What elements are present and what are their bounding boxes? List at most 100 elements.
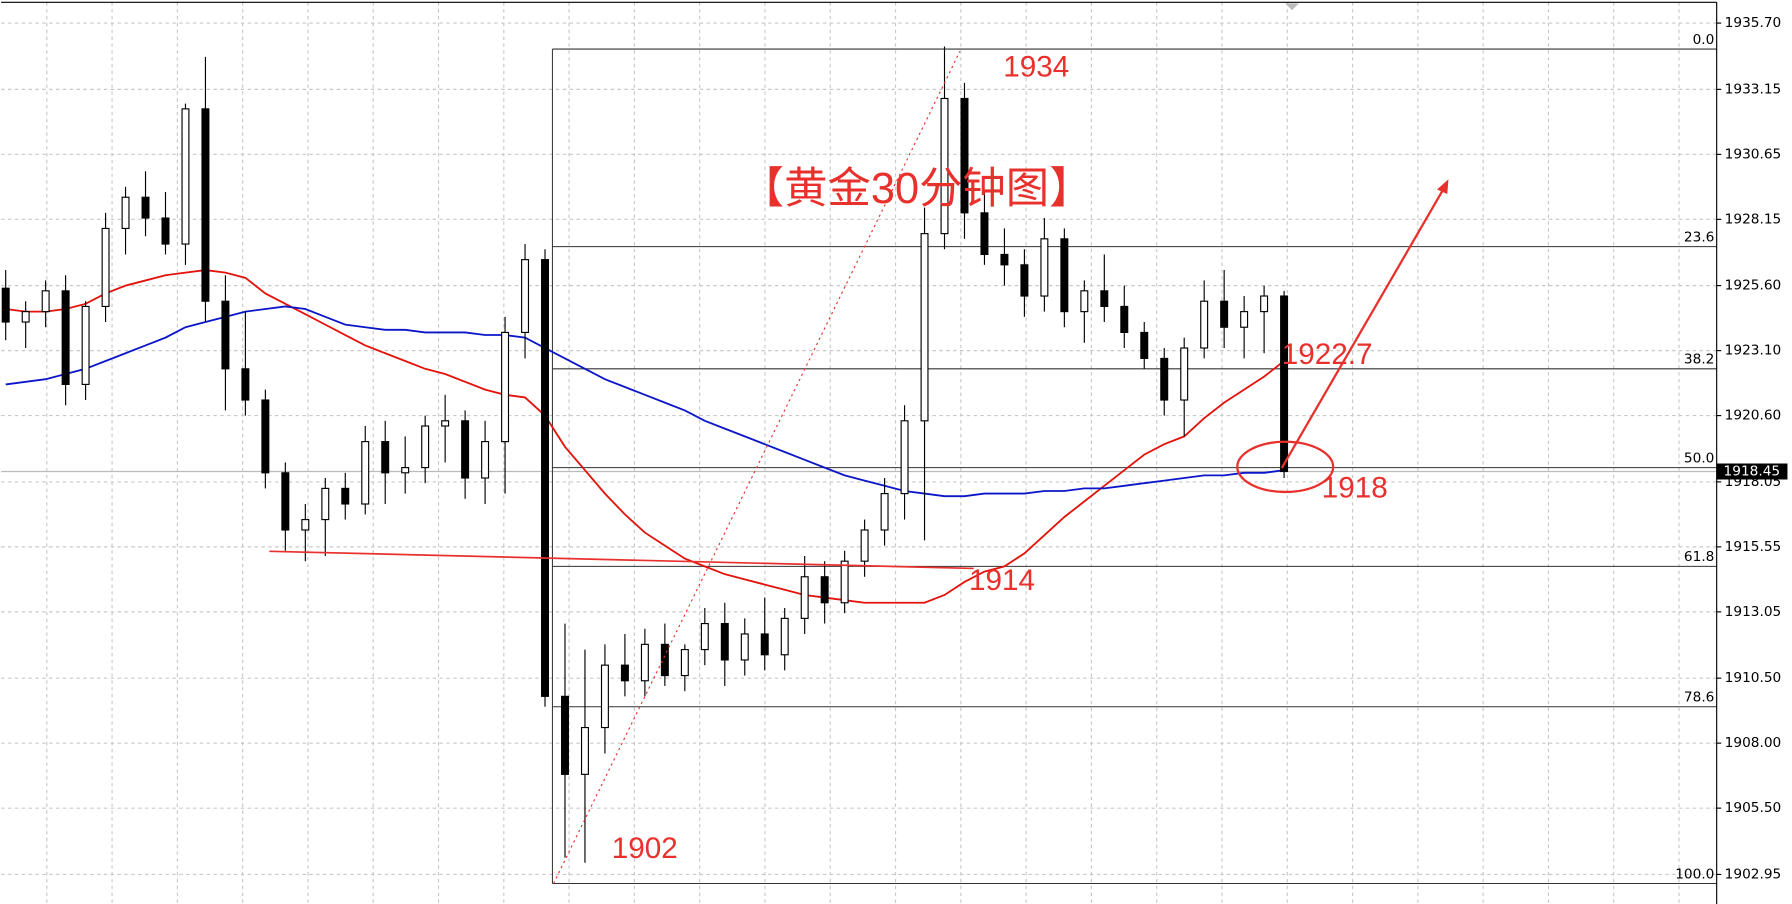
candle-body — [181, 108, 190, 245]
shift-marker — [1285, 3, 1299, 11]
candle-body — [920, 233, 929, 422]
candle-body — [61, 290, 70, 385]
candle-body — [1240, 311, 1249, 328]
candle-body — [760, 633, 769, 656]
candle-body — [1140, 331, 1149, 359]
candle-body — [421, 425, 430, 469]
candle-body — [720, 622, 729, 661]
candle-body — [1120, 305, 1129, 333]
candle-body — [820, 576, 829, 604]
y-tick-label: 1930.65 — [1725, 146, 1782, 162]
annotation: 1922.7 — [1282, 338, 1373, 371]
candle-body — [141, 196, 150, 219]
chart-title: 【黄金30分钟图】 — [741, 165, 1093, 213]
annotation: 1902 — [612, 832, 678, 865]
moving-average — [5, 269, 1285, 604]
moving-averages — [5, 269, 1285, 604]
candle-body — [740, 633, 749, 661]
fib-label: 23.6 — [1684, 230, 1714, 246]
candle-body — [940, 97, 949, 235]
candle-body — [560, 695, 569, 775]
candle-body — [600, 664, 609, 729]
candle-body — [1220, 300, 1229, 328]
candle-body — [1280, 295, 1289, 473]
circle-marker — [1236, 440, 1335, 494]
y-tick-label: 1935.70 — [1725, 15, 1782, 31]
annotation-shapes — [269, 3, 1449, 884]
candle-body — [960, 97, 969, 214]
candle-body — [580, 726, 589, 775]
annotation: 1914 — [969, 564, 1035, 597]
candle-body — [281, 472, 290, 531]
arrow-head — [1437, 179, 1449, 195]
candle-body — [461, 420, 470, 479]
candle-body — [541, 259, 550, 697]
annotation: 1918 — [1322, 472, 1388, 505]
candle-body — [41, 290, 50, 313]
y-tick-label: 1915.55 — [1725, 539, 1782, 555]
current-price-label: 1918.45 — [1724, 463, 1781, 479]
y-tick-label: 1925.60 — [1725, 278, 1782, 294]
current-price-box — [1716, 463, 1788, 480]
candle-body — [1040, 238, 1049, 297]
candle-body — [81, 305, 90, 385]
candle-body — [201, 108, 210, 302]
candle-body — [900, 420, 909, 495]
candle-body — [1060, 238, 1069, 313]
y-tick-label: 1902.95 — [1725, 866, 1782, 882]
y-tick-label: 1933.15 — [1725, 81, 1782, 97]
candle-body — [1, 287, 10, 323]
candle-body — [1100, 290, 1109, 307]
candle-body — [680, 648, 689, 677]
fib-label: 0.0 — [1693, 32, 1715, 48]
y-tick-label: 1923.10 — [1725, 343, 1782, 359]
candle-body — [361, 441, 370, 505]
candle-body — [980, 212, 989, 256]
candle-body — [1200, 300, 1209, 349]
candle-body — [501, 331, 510, 443]
candle-body — [700, 622, 709, 651]
fib-label: 100.0 — [1675, 866, 1714, 882]
candle-body — [121, 196, 130, 230]
candle-body — [241, 368, 250, 401]
candle-body — [441, 420, 450, 427]
candle-body — [1260, 295, 1269, 313]
annotation: 1934 — [1003, 50, 1069, 83]
candle-body — [321, 487, 330, 521]
y-tick-label: 1913.05 — [1725, 604, 1782, 620]
candle-body — [800, 576, 809, 619]
candle-body — [1160, 357, 1169, 401]
fibonacci: 0.0 23.6 38.2 50.0 61.8 78.6 100.0 — [551, 32, 1717, 885]
fib-label: 50.0 — [1684, 450, 1714, 466]
candle-body — [221, 300, 230, 370]
candle-body — [261, 399, 270, 474]
y-tick-label: 1920.60 — [1725, 408, 1782, 424]
candle-body — [521, 259, 530, 333]
candle-body — [1020, 264, 1029, 297]
candle-body — [161, 217, 170, 245]
candle-body — [660, 643, 669, 677]
candle-body — [1080, 290, 1089, 313]
candles — [1, 46, 1289, 863]
moving-average — [5, 305, 1285, 498]
candle-body — [381, 441, 390, 474]
fib-label: 61.8 — [1684, 549, 1714, 565]
candle-body — [401, 467, 410, 474]
candle-body — [101, 227, 110, 307]
candle-body — [341, 487, 350, 505]
fib-trend-line — [553, 51, 961, 884]
candle-body — [780, 617, 789, 656]
candle-body — [481, 441, 490, 479]
y-tick-label: 1928.15 — [1725, 211, 1782, 227]
y-tick-label: 1905.50 — [1725, 800, 1782, 816]
candle-body — [880, 493, 889, 531]
support-line — [269, 550, 974, 570]
candle-body — [860, 529, 869, 562]
candle-body — [640, 643, 649, 682]
candle-body — [1000, 253, 1009, 266]
candle-body — [1180, 347, 1189, 401]
candle-body — [21, 311, 30, 323]
